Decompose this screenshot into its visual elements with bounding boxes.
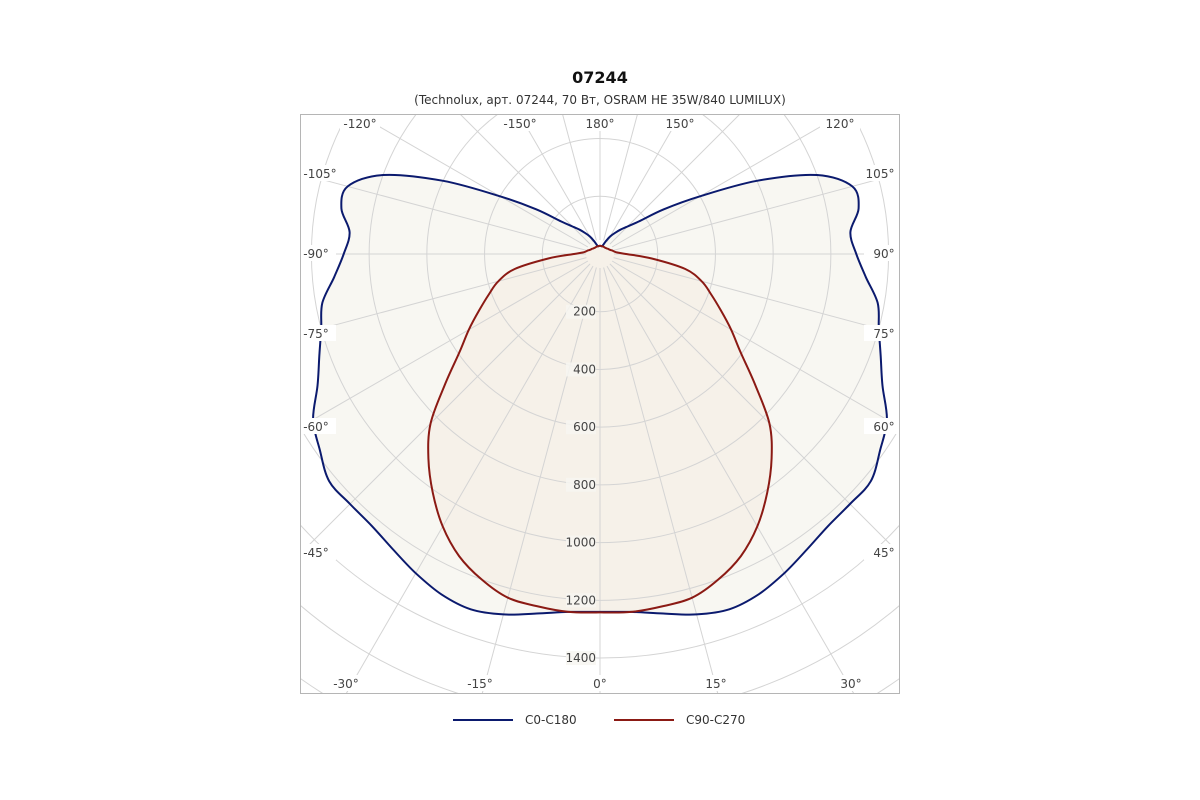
angle-label: 60° [873,420,894,434]
grid-spoke-345 [481,267,597,693]
grid-spoke-315 [301,263,591,554]
grid-spoke-165 [603,115,638,241]
grid-spoke-210 [519,115,594,243]
grid-spoke-120 [611,115,842,248]
plot-border [300,114,900,694]
angle-label-bg [300,544,336,560]
angle-label-bg [500,115,540,131]
radial-tick-bg [566,535,596,550]
angle-label: -120° [343,117,376,131]
chart-title: 07244 [572,68,628,87]
angle-label-bg [300,245,336,261]
radial-tick-bg [566,420,596,435]
grid-spoke-300 [301,260,589,428]
chart-subtitle: (Technolux, арт. 07244, 70 Вт, OSRAM HE … [414,93,786,107]
grid-spoke-330 [345,265,594,693]
radial-tick-label: 1200 [565,593,596,607]
grid-spoke-195 [562,115,597,241]
grid-spoke-225 [460,115,591,245]
angle-label-bg [300,165,340,181]
radial-tick-label: 400 [573,362,596,376]
grid-spoke-150 [606,115,681,243]
angle-label: -150° [503,117,536,131]
grid-spoke-240 [358,115,589,248]
angle-label-bg [864,418,900,434]
angle-label-bg [660,115,700,131]
angle-label-bg [864,325,900,341]
angle-label: 120° [826,117,855,131]
angle-label: -105° [303,167,336,181]
radial-tick-label: 1400 [565,651,596,665]
angle-label: 180° [586,117,615,131]
angle-label: -30° [333,677,359,691]
radial-tick-bg [566,362,596,377]
legend-item-c0-c180: C0-C180 [453,710,577,730]
angle-label: -60° [303,420,329,434]
radial-tick-bg [566,651,596,666]
angle-label-bg [860,165,900,181]
angle-label: 150° [666,117,695,131]
angle-label: 15° [705,677,726,691]
angle-label: 75° [873,327,894,341]
radial-tick-bg [566,477,596,492]
grid-spoke-135 [609,115,740,245]
radial-tick-bg [566,304,596,319]
angle-label: 0° [593,677,607,691]
angle-label: 45° [873,546,894,560]
legend-label-c90-c270: C90-C270 [686,713,746,727]
series-line-c90-c270 [427,244,773,614]
grid-spoke-30 [606,265,855,693]
grid-spoke-45 [609,263,899,554]
grid-spoke-60 [611,260,899,428]
angle-label-bg [831,675,871,691]
legend-swatch-c0-c180 [453,719,513,721]
radial-tick-label: 800 [573,478,596,492]
angle-label: 90° [873,247,894,261]
angle-label: -90° [303,247,329,261]
radial-tick-label: 600 [573,420,596,434]
polar-chart: 200 400 600 800 1000 1200 1400 -120° -150° 180° 15… [300,114,900,694]
angle-label: -45° [303,546,329,560]
radial-tick-bg [566,593,596,608]
grid-spoke-15 [603,267,719,693]
angle-label-bg [300,418,336,434]
angle-label: 30° [840,677,861,691]
radial-tick-label: 1000 [565,536,596,550]
angle-label-bg [864,245,900,261]
angle-label-bg [460,675,500,691]
legend-label-c0-c180: C0-C180 [525,713,577,727]
angle-label-bg [864,544,900,560]
legend-item-c90-c270: C90-C270 [614,710,745,730]
angle-label-bg [300,325,336,341]
angle-label-bg [326,675,366,691]
radial-tick-label: 200 [573,305,596,319]
angle-label-bg [696,675,736,691]
legend-swatch-c90-c270 [614,719,674,721]
legend: C0-C180 C90-C270 [0,710,1200,730]
angle-label-bg [820,115,860,131]
angle-label: -75° [303,327,329,341]
angle-label-bg [580,675,620,691]
angle-label: -15° [467,677,493,691]
angle-label: 105° [866,167,895,181]
angle-label-bg [340,115,380,131]
angle-label-bg [580,115,620,131]
